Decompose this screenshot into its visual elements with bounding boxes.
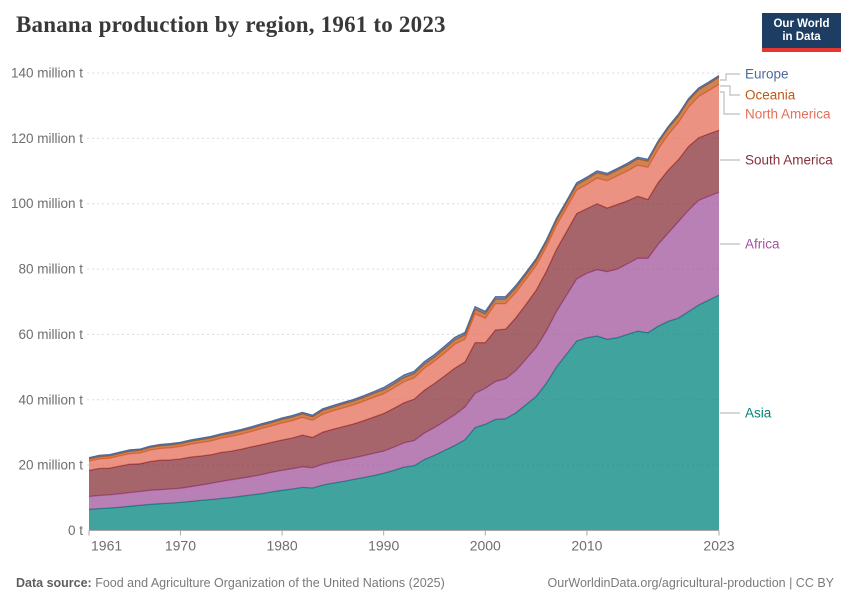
data-source-label: Data source: [16,576,92,590]
legend-connector-north-america [720,91,740,115]
area-north-america[interactable] [89,84,719,471]
legend-label-north-america[interactable]: North America [745,107,831,122]
legend-label-asia[interactable]: Asia [745,406,772,421]
legend-label-south-america[interactable]: South America [745,153,833,168]
credit-link[interactable]: OurWorldinData.org/agricultural-producti… [547,576,834,590]
area-south-america[interactable] [89,130,719,497]
data-source-note: Data source: Food and Agriculture Organi… [16,576,445,590]
y-axis-label-0: 0 t [68,523,83,538]
x-axis-label-2010: 2010 [571,538,602,554]
y-axis-label-100: 100 million t [11,196,83,211]
y-axis-label-40: 40 million t [18,392,83,407]
legend-label-oceania[interactable]: Oceania [745,88,796,103]
area-africa[interactable] [89,192,719,510]
legend-connector-oceania [720,85,740,96]
owid-logo-line1: Our World [773,17,830,30]
area-asia[interactable] [89,295,719,531]
x-axis-label-2023: 2023 [703,538,734,554]
legend-connector-europe [720,73,740,81]
x-axis-label-1990: 1990 [368,538,399,554]
owid-logo-line2: in Data [782,30,821,43]
legend-label-africa[interactable]: Africa [745,237,780,252]
data-source-text: Food and Agriculture Organization of the… [95,576,445,590]
x-axis-label-1961: 1961 [91,538,122,554]
y-axis-label-140: 140 million t [11,66,83,81]
legend-label-europe[interactable]: Europe [745,67,789,82]
chart-footer: Data source: Food and Agriculture Organi… [0,576,850,590]
y-axis-label-80: 80 million t [18,262,83,277]
owid-logo[interactable]: Our World in Data [762,13,841,52]
page-title: Banana production by region, 1961 to 202… [16,12,446,37]
line-europe [88,75,720,459]
x-axis-label-1980: 1980 [266,538,297,554]
y-axis-label-120: 120 million t [11,131,83,146]
y-axis-label-20: 20 million t [18,458,83,473]
x-axis-label-2000: 2000 [470,538,501,554]
y-axis-label-60: 60 million t [18,327,83,342]
x-axis-label-1970: 1970 [165,538,196,554]
